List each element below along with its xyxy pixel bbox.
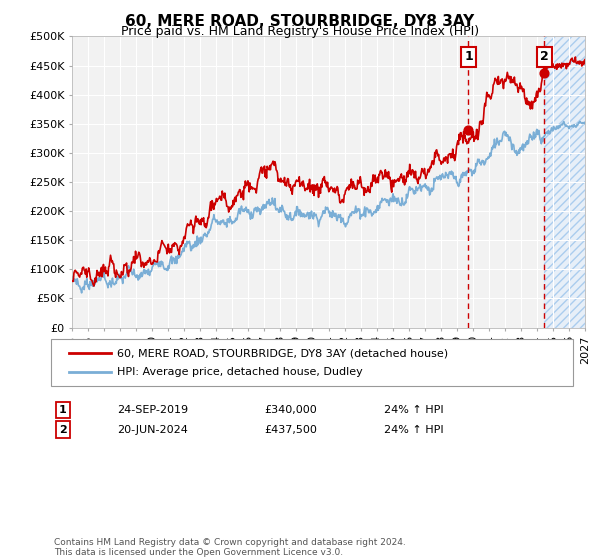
Text: 2: 2 — [59, 424, 67, 435]
Text: 24% ↑ HPI: 24% ↑ HPI — [384, 424, 443, 435]
Text: Price paid vs. HM Land Registry's House Price Index (HPI): Price paid vs. HM Land Registry's House … — [121, 25, 479, 38]
Text: Contains HM Land Registry data © Crown copyright and database right 2024.
This d: Contains HM Land Registry data © Crown c… — [54, 538, 406, 557]
Text: 24% ↑ HPI: 24% ↑ HPI — [384, 405, 443, 415]
Text: 60, MERE ROAD, STOURBRIDGE, DY8 3AY: 60, MERE ROAD, STOURBRIDGE, DY8 3AY — [125, 14, 475, 29]
Bar — [544, 36, 585, 328]
Text: 2: 2 — [540, 50, 549, 63]
Text: HPI: Average price, detached house, Dudley: HPI: Average price, detached house, Dudl… — [117, 367, 363, 377]
Text: £437,500: £437,500 — [264, 424, 317, 435]
Text: 1: 1 — [59, 405, 67, 415]
Bar — [544, 36, 585, 328]
Text: £340,000: £340,000 — [264, 405, 317, 415]
Text: 1: 1 — [464, 50, 473, 63]
Text: 20-JUN-2024: 20-JUN-2024 — [117, 424, 188, 435]
Point — [539, 68, 549, 77]
Point — [464, 125, 473, 134]
Text: 24-SEP-2019: 24-SEP-2019 — [117, 405, 188, 415]
Text: 60, MERE ROAD, STOURBRIDGE, DY8 3AY (detached house): 60, MERE ROAD, STOURBRIDGE, DY8 3AY (det… — [117, 348, 448, 358]
